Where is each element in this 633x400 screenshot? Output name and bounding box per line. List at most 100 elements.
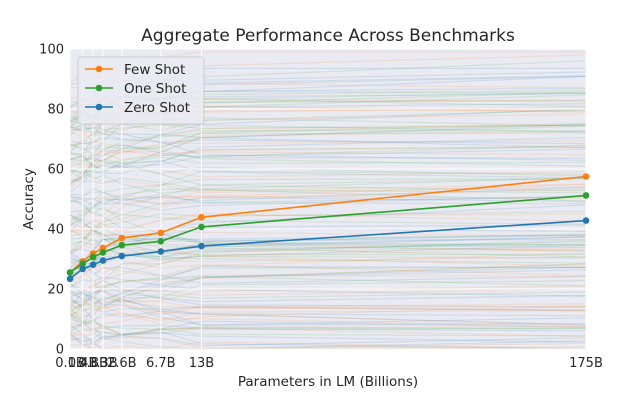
- background-line: [69, 331, 587, 343]
- background-line: [69, 188, 587, 254]
- background-line: [69, 290, 587, 317]
- series-lines: [66, 173, 590, 283]
- background-line: [69, 199, 587, 230]
- background-line: [69, 108, 587, 184]
- x-tick-label: 0.1B: [55, 356, 85, 371]
- zero-shot-point: [582, 217, 590, 224]
- background-line: [69, 229, 587, 251]
- few-shot-point: [198, 214, 205, 221]
- background-line: [69, 123, 587, 182]
- zero-shot-point: [157, 248, 165, 255]
- background-line: [69, 230, 587, 276]
- background-line: [69, 212, 587, 231]
- background-line: [69, 195, 587, 211]
- background-line: [69, 127, 587, 145]
- one-shot-point: [118, 241, 126, 249]
- background-line: [69, 177, 587, 194]
- background-line: [69, 284, 587, 316]
- x-tick-label: 2.6B: [107, 356, 137, 371]
- y-tick-label: 80: [47, 103, 64, 118]
- background-line: [69, 285, 587, 310]
- background-line: [69, 323, 587, 347]
- one-shot-point: [157, 238, 165, 245]
- background-line: [69, 265, 587, 302]
- background-line: [69, 318, 587, 337]
- background-line: [69, 143, 587, 167]
- x-tick-label: 0.4B: [68, 356, 98, 371]
- x-tick-label: 1.3B: [88, 356, 118, 371]
- background-line: [69, 310, 587, 332]
- legend: Few Shot One Shot Zero Shot: [77, 56, 205, 125]
- background-line: [69, 228, 587, 237]
- background-line: [69, 195, 587, 203]
- x-tick-label: 175B: [569, 356, 603, 371]
- background-line: [69, 327, 587, 337]
- background-line: [69, 186, 587, 233]
- background-line: [69, 266, 587, 300]
- background-line: [69, 125, 587, 147]
- one-shot-legend-marker: [95, 84, 103, 92]
- background-line: [69, 122, 587, 176]
- background-line: [69, 266, 587, 302]
- chart-title: Aggregate Performance Across Benchmarks: [141, 26, 515, 46]
- background-line: [69, 211, 587, 253]
- background-line: [69, 283, 587, 326]
- background-line: [69, 325, 587, 350]
- x-tick-label: 0.8B: [78, 356, 108, 371]
- y-tick-label: 60: [47, 163, 64, 178]
- background-line: [69, 137, 587, 194]
- background-line: [69, 313, 587, 337]
- one-shot-point: [89, 253, 97, 261]
- background-line: [69, 291, 587, 312]
- one-shot-point: [582, 192, 590, 199]
- zero-shot-point: [79, 265, 86, 273]
- background-line: [69, 217, 587, 243]
- one-shot-point: [198, 223, 205, 231]
- background-line: [69, 260, 587, 311]
- y-tick-label: 20: [47, 283, 64, 298]
- background-line: [69, 148, 587, 168]
- background-line: [69, 183, 587, 221]
- background-line: [69, 184, 587, 234]
- background-line: [69, 195, 587, 246]
- background-line: [69, 285, 587, 307]
- background-line: [69, 305, 587, 329]
- background-line: [69, 174, 587, 194]
- one-shot-legend-label: One Shot: [124, 81, 186, 97]
- background-line: [69, 300, 587, 315]
- background-line: [69, 239, 587, 313]
- background-line: [69, 132, 587, 167]
- background-line: [69, 303, 587, 320]
- background-line: [69, 263, 587, 317]
- background-line: [69, 137, 587, 161]
- background-line: [69, 312, 587, 332]
- background-line: [69, 154, 587, 179]
- background-line: [69, 296, 587, 332]
- background-line: [69, 191, 587, 204]
- background-line: [69, 145, 587, 161]
- background-line: [69, 300, 587, 328]
- few-shot-point: [582, 173, 590, 180]
- background-line: [69, 290, 587, 326]
- background-line: [69, 314, 587, 350]
- x-axis-label: Parameters in LM (Billions): [238, 374, 418, 390]
- background-line: [69, 275, 587, 291]
- one-shot-point: [79, 260, 86, 268]
- background-line: [69, 156, 587, 175]
- background-line: [69, 130, 587, 190]
- background-line: [69, 158, 587, 186]
- background-line: [69, 143, 587, 159]
- zero-shot-point: [99, 257, 107, 264]
- background-line: [69, 314, 587, 336]
- zero-shot-point: [198, 242, 205, 250]
- zero-shot-point: [66, 275, 74, 283]
- zero-shot-point: [89, 261, 97, 269]
- y-axis-label: Accuracy: [21, 168, 37, 230]
- background-line: [69, 236, 587, 259]
- background-line: [69, 178, 587, 213]
- background-line: [69, 252, 587, 281]
- background-line: [69, 114, 587, 141]
- background-line: [69, 123, 587, 152]
- background-line: [69, 249, 587, 305]
